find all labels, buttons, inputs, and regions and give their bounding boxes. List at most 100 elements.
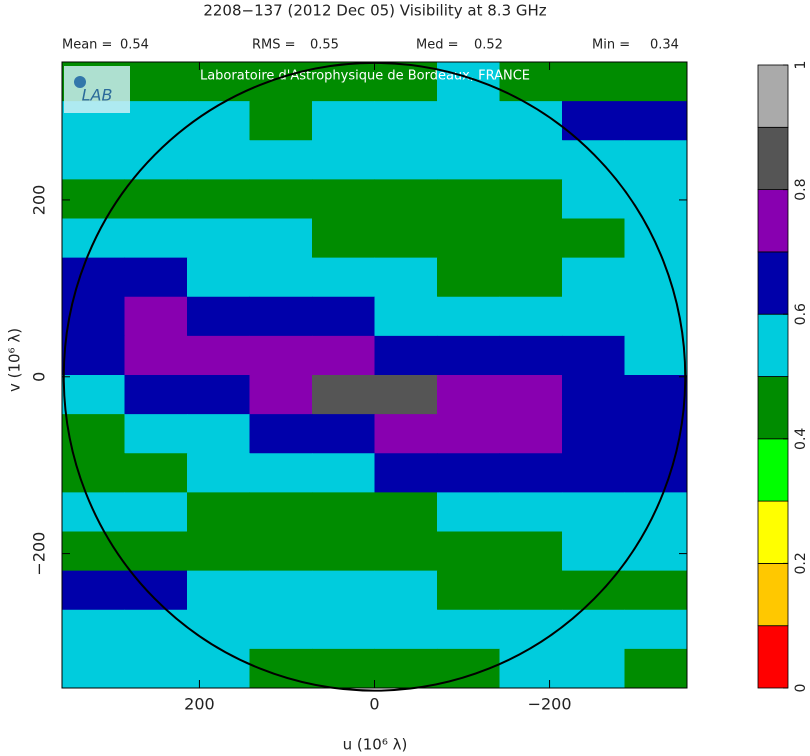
heat-cell: [374, 531, 438, 572]
heat-cell: [374, 414, 438, 454]
heat-cell: [624, 296, 687, 337]
y-tick-label: −200: [30, 532, 49, 576]
heat-cell: [624, 257, 687, 298]
heat-cell: [124, 296, 188, 337]
heat-cell: [124, 648, 188, 688]
stat-label: Med =: [416, 38, 459, 53]
heat-cell: [312, 648, 375, 688]
heat-cell: [437, 335, 500, 376]
heat-cell: [312, 257, 375, 298]
heat-cell: [499, 375, 563, 415]
heat-cell: [62, 648, 125, 688]
heat-cell: [124, 414, 188, 454]
heat-cell: [249, 218, 313, 259]
heat-cell: [562, 492, 625, 532]
heat-cell: [624, 453, 687, 493]
heat-cell: [562, 257, 625, 298]
heat-cell: [312, 140, 375, 180]
heat-cell: [124, 375, 188, 415]
heat-cell: [249, 335, 313, 376]
heat-cell: [124, 257, 188, 298]
heat-cell: [124, 140, 188, 180]
heat-cell: [499, 140, 563, 180]
heat-cell: [249, 257, 313, 298]
heat-cell: [624, 179, 687, 219]
heat-cell: [624, 101, 687, 141]
heat-cell: [624, 335, 687, 376]
heat-cell: [124, 531, 188, 572]
heat-cell: [62, 375, 125, 415]
heat-cell: [312, 414, 375, 454]
chart-title: 2208−137 (2012 Dec 05) Visibility at 8.3…: [203, 2, 546, 20]
logo: LAB: [82, 86, 113, 105]
heat-cell: [187, 140, 250, 180]
heat-cell: [312, 570, 375, 611]
heat-cell: [437, 570, 500, 611]
heat-cell: [499, 648, 563, 688]
heat-cell: [374, 257, 438, 298]
heat-cell: [249, 609, 313, 650]
stat-value: 0.55: [310, 38, 339, 53]
heat-cell: [62, 257, 125, 298]
heat-cell: [187, 453, 250, 493]
colorbar-tick-label: 0: [793, 684, 809, 693]
x-tick-label: −200: [528, 695, 572, 714]
colorbar-cell: [757, 500, 789, 564]
heat-cell: [562, 296, 625, 337]
heat-cell: [124, 179, 188, 219]
colorbar-tick-label: 1: [793, 61, 809, 70]
stat-value: 0.34: [650, 38, 679, 53]
heat-cell: [312, 62, 375, 102]
heat-cell: [437, 179, 500, 219]
heat-cell: [562, 218, 625, 259]
colorbar-tick-label: 0.8: [793, 178, 809, 200]
heat-cell: [624, 648, 687, 688]
heat-cell: [624, 492, 687, 532]
colorbar-tick-label: 0.2: [793, 552, 809, 574]
heat-cell: [187, 492, 250, 532]
y-tick-label: 200: [30, 185, 49, 216]
colorbar-cell: [757, 64, 789, 128]
heat-cell: [249, 531, 313, 572]
heat-cell: [312, 375, 375, 415]
heat-cell: [562, 609, 625, 650]
colorbar-cell: [757, 126, 789, 191]
heat-cell: [124, 218, 188, 259]
heat-cell: [124, 609, 188, 650]
logo-dot: [74, 76, 86, 88]
heat-cell: [312, 609, 375, 650]
heat-cell: [499, 296, 563, 337]
heat-cell: [499, 453, 563, 493]
stat-value: 0.54: [120, 38, 149, 53]
heat-cell: [624, 140, 687, 180]
heat-cell: [499, 257, 563, 298]
y-axis-label: v (10⁶ λ): [6, 328, 24, 392]
heat-cell: [374, 609, 438, 650]
heat-cell: [437, 140, 500, 180]
heat-cell: [499, 570, 563, 611]
colorbar-cell: [757, 563, 789, 627]
heat-cell: [312, 531, 375, 572]
heat-cell: [624, 570, 687, 611]
heat-cell: [437, 257, 500, 298]
heat-cell: [62, 296, 125, 337]
colorbar-cell: [757, 313, 789, 377]
heat-cell: [249, 492, 313, 532]
heat-cell: [312, 335, 375, 376]
colorbar-cell: [757, 438, 789, 502]
heat-cell: [562, 453, 625, 493]
heat-cell: [374, 101, 438, 141]
heatmap: [62, 62, 687, 688]
heat-cell: [187, 179, 250, 219]
heat-cell: [562, 62, 625, 102]
colorbar-tick-label: 0.4: [793, 428, 809, 450]
heat-cell: [437, 296, 500, 337]
heat-cell: [249, 570, 313, 611]
heat-cell: [249, 296, 313, 337]
y-tick-label: 0: [30, 372, 49, 382]
heat-cell: [187, 335, 250, 376]
heat-cell: [62, 179, 125, 219]
heat-cell: [437, 62, 500, 102]
heat-cell: [374, 335, 438, 376]
